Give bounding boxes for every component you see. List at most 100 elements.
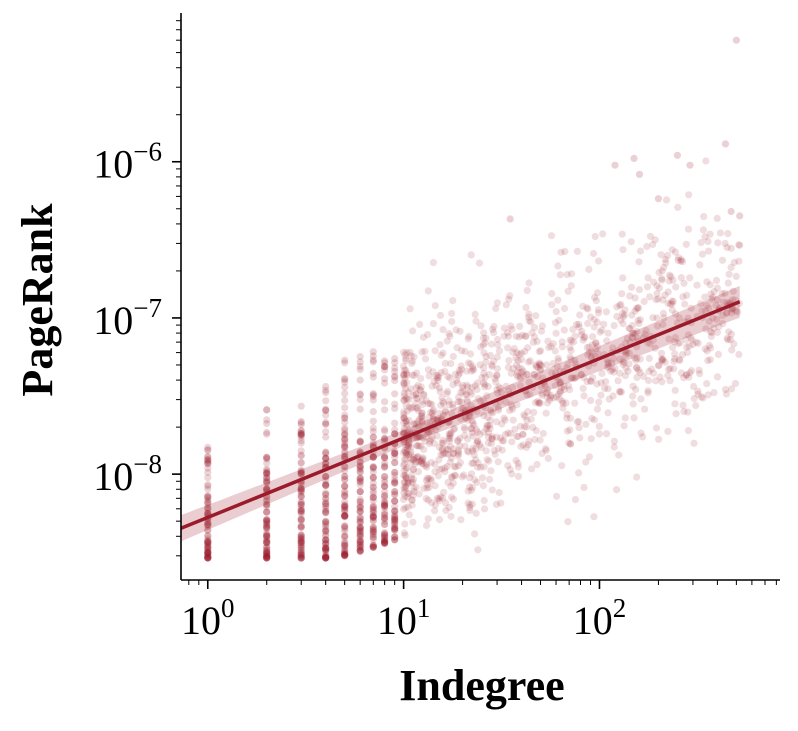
data-point: [391, 475, 399, 483]
data-point: [263, 470, 271, 478]
data-point: [341, 548, 349, 556]
data-point: [690, 439, 698, 447]
data-point: [698, 250, 707, 258]
data-point: [721, 289, 729, 297]
data-point: [421, 347, 429, 355]
data-point: [341, 552, 349, 560]
data-point: [481, 380, 489, 388]
data-point: [409, 465, 418, 474]
data-point: [725, 328, 733, 336]
data-point: [400, 471, 408, 480]
data-point: [263, 518, 271, 526]
data-point: [297, 451, 305, 459]
data-point: [297, 539, 305, 547]
data-point: [595, 422, 603, 430]
data-point: [634, 304, 643, 312]
data-point: [449, 495, 457, 503]
data-point: [454, 446, 463, 454]
data-point: [391, 359, 399, 367]
data-point: [508, 325, 516, 333]
data-point: [204, 459, 212, 467]
data-point: [297, 466, 305, 474]
data-point: [322, 480, 330, 488]
data-point: [402, 355, 410, 363]
data-point: [341, 436, 349, 444]
data-point: [712, 276, 721, 284]
data-point: [415, 458, 423, 466]
data-point: [706, 281, 714, 289]
data-point: [322, 500, 330, 508]
data-point: [263, 459, 271, 467]
data-point: [297, 433, 305, 441]
data-point: [369, 506, 377, 514]
data-point: [391, 390, 399, 398]
data-point: [469, 419, 477, 427]
data-point: [588, 414, 596, 423]
data-point: [341, 383, 349, 391]
data-point: [341, 429, 349, 437]
data-point: [482, 358, 490, 366]
data-point: [471, 310, 479, 318]
data-point: [703, 380, 711, 388]
data-point: [687, 304, 695, 312]
data-point: [356, 524, 364, 533]
data-point: [466, 360, 475, 368]
data-point: [322, 460, 330, 468]
data-point: [341, 506, 349, 514]
data-point: [369, 530, 377, 538]
data-point: [625, 349, 634, 357]
data-point: [434, 472, 442, 480]
data-point: [512, 361, 521, 369]
data-point: [441, 499, 450, 507]
data-point: [426, 437, 434, 445]
data-point: [297, 551, 305, 559]
data-point: [476, 361, 484, 369]
data-point: [658, 357, 666, 365]
data-point: [489, 325, 497, 333]
data-point: [480, 463, 488, 471]
data-point: [322, 553, 330, 561]
y-tick-label: 10−7: [93, 293, 162, 343]
data-point: [418, 348, 426, 356]
data-point: [432, 372, 440, 380]
data-point: [400, 484, 408, 492]
data-point: [369, 433, 377, 441]
data-point: [322, 539, 330, 548]
data-point: [545, 343, 553, 352]
data-point: [506, 465, 514, 474]
data-point: [263, 550, 271, 559]
data-point: [492, 500, 501, 508]
data-point: [263, 545, 271, 553]
data-point: [204, 539, 212, 547]
data-point: [369, 523, 377, 531]
data-point: [497, 499, 505, 507]
data-point: [263, 529, 271, 537]
data-point: [356, 503, 364, 511]
data-point: [445, 437, 454, 445]
data-point: [484, 428, 492, 437]
data-point: [391, 513, 399, 521]
data-point: [664, 299, 672, 307]
data-point: [356, 458, 364, 466]
data-point: [341, 414, 349, 422]
data-point: [297, 553, 305, 561]
data-point: [417, 387, 425, 395]
data-point: [713, 284, 722, 292]
data-point: [620, 311, 629, 319]
data-point: [404, 489, 412, 497]
data-point: [404, 479, 412, 487]
data-point: [460, 404, 468, 413]
data-point: [472, 317, 480, 325]
data-point: [687, 367, 696, 375]
data-point: [341, 525, 349, 533]
data-point: [495, 488, 503, 497]
data-point: [322, 553, 330, 561]
data-point: [381, 434, 389, 443]
data-point: [413, 404, 421, 412]
data-point: [498, 437, 506, 445]
data-point: [639, 433, 647, 441]
data-point: [573, 247, 582, 255]
data-point: [322, 553, 330, 562]
data-point: [400, 371, 408, 379]
data-point: [341, 551, 349, 559]
